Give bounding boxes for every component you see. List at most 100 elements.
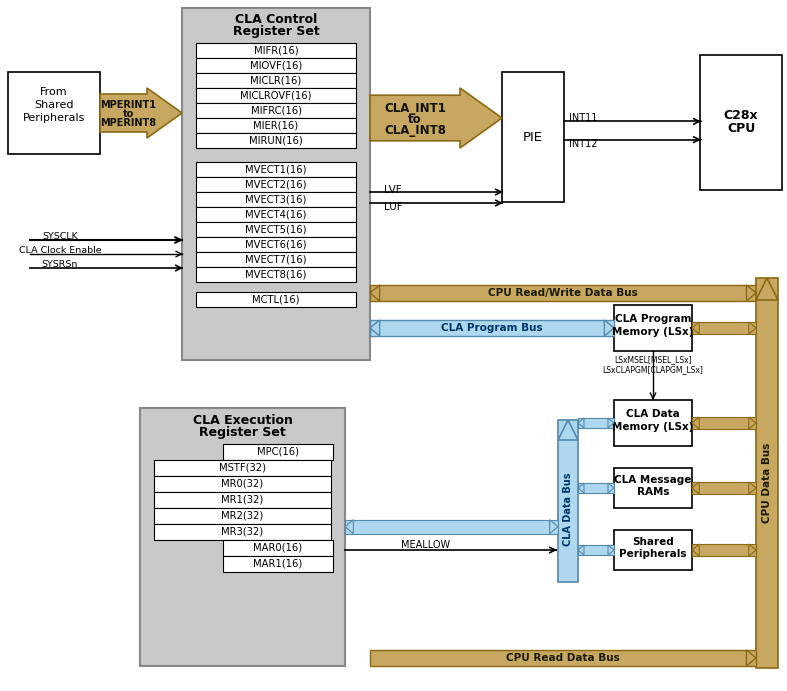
Text: MICLROVF(16): MICLROVF(16) — [240, 91, 312, 100]
Polygon shape — [345, 520, 353, 533]
Bar — [692, 482, 756, 494]
Bar — [223, 540, 333, 556]
Bar — [614, 468, 692, 508]
Bar — [578, 483, 614, 493]
Text: CPU Read Data Bus: CPU Read Data Bus — [506, 653, 620, 663]
Text: Peripherals: Peripherals — [619, 549, 687, 559]
Bar — [370, 320, 614, 336]
Text: CLA Message: CLA Message — [615, 475, 692, 485]
Polygon shape — [746, 285, 756, 301]
Text: MVECT2(16): MVECT2(16) — [246, 180, 307, 189]
Text: CLA_INT8: CLA_INT8 — [384, 124, 446, 137]
Bar — [154, 508, 331, 524]
Text: MVECT6(16): MVECT6(16) — [246, 240, 307, 249]
Bar — [614, 305, 692, 351]
Polygon shape — [748, 322, 756, 334]
Bar — [692, 544, 756, 556]
Text: CPU Data Bus: CPU Data Bus — [762, 443, 772, 523]
Polygon shape — [608, 483, 614, 493]
Text: CLA Execution: CLA Execution — [193, 413, 293, 426]
Polygon shape — [578, 418, 584, 428]
Text: LSxMSEL[MSEL_LSx]: LSxMSEL[MSEL_LSx] — [614, 355, 692, 364]
Text: Register Set: Register Set — [233, 24, 320, 37]
Bar — [154, 524, 331, 540]
Text: MPC(16): MPC(16) — [257, 447, 299, 457]
Text: CLA Data: CLA Data — [626, 409, 680, 419]
Bar — [578, 418, 614, 428]
Bar — [182, 8, 370, 360]
Text: CLA Clock Enable: CLA Clock Enable — [19, 245, 102, 254]
Bar — [196, 88, 356, 103]
Text: SYSCLK: SYSCLK — [42, 231, 78, 240]
Text: to: to — [408, 113, 422, 126]
Text: MCTL(16): MCTL(16) — [253, 294, 300, 305]
Text: From: From — [40, 87, 68, 97]
Text: MPERINT8: MPERINT8 — [101, 118, 157, 128]
Text: MPERINT1: MPERINT1 — [101, 100, 157, 110]
Bar — [196, 237, 356, 252]
Polygon shape — [748, 482, 756, 494]
Text: CPU Read/Write Data Bus: CPU Read/Write Data Bus — [488, 288, 638, 298]
Text: MVECT4(16): MVECT4(16) — [246, 209, 307, 220]
Bar — [196, 267, 356, 282]
Text: MIFR(16): MIFR(16) — [253, 46, 298, 55]
Text: CLA Control: CLA Control — [235, 12, 317, 26]
Text: MR1(32): MR1(32) — [221, 495, 264, 505]
Bar — [502, 72, 564, 202]
Text: MAR1(16): MAR1(16) — [253, 559, 303, 569]
Bar — [614, 400, 692, 446]
Text: MVECT8(16): MVECT8(16) — [246, 269, 307, 279]
Text: MIRUN(16): MIRUN(16) — [249, 135, 303, 146]
Bar — [8, 72, 100, 154]
Bar — [154, 460, 331, 476]
Text: MVECT5(16): MVECT5(16) — [246, 225, 307, 234]
Text: MIOVF(16): MIOVF(16) — [250, 61, 302, 70]
Text: MR3(32): MR3(32) — [221, 527, 264, 537]
Polygon shape — [748, 544, 756, 556]
Text: LSxCLAPGM[CLAPGM_LSx]: LSxCLAPGM[CLAPGM_LSx] — [603, 366, 704, 375]
Bar — [196, 133, 356, 148]
Bar — [370, 285, 756, 301]
Bar — [154, 476, 331, 492]
Bar — [578, 545, 614, 555]
Polygon shape — [692, 482, 699, 494]
Bar — [196, 207, 356, 222]
Text: SYSRSn: SYSRSn — [42, 260, 78, 269]
Text: MVECT7(16): MVECT7(16) — [246, 254, 307, 265]
Bar — [196, 162, 356, 177]
Text: Register Set: Register Set — [199, 426, 286, 439]
Text: CPU: CPU — [727, 122, 755, 135]
Text: MAR0(16): MAR0(16) — [253, 543, 302, 553]
Text: CLA_INT1: CLA_INT1 — [384, 102, 446, 115]
Polygon shape — [608, 418, 614, 428]
Bar — [345, 520, 558, 533]
Bar — [196, 192, 356, 207]
Text: MIFRC(16): MIFRC(16) — [250, 106, 301, 115]
Text: MR0(32): MR0(32) — [221, 479, 264, 489]
Text: Shared: Shared — [35, 100, 74, 110]
Bar — [196, 103, 356, 118]
Text: RAMs: RAMs — [637, 487, 669, 497]
Polygon shape — [692, 322, 699, 334]
Bar — [140, 408, 345, 666]
Text: LUF: LUF — [384, 202, 403, 212]
Text: MSTF(32): MSTF(32) — [219, 463, 266, 473]
Text: INT12: INT12 — [569, 139, 597, 149]
Polygon shape — [370, 285, 379, 301]
Bar — [196, 292, 356, 307]
Text: PIE: PIE — [523, 131, 543, 144]
Bar — [196, 43, 356, 58]
Text: INT11: INT11 — [569, 113, 597, 124]
Polygon shape — [604, 320, 614, 336]
Polygon shape — [608, 545, 614, 555]
Text: Memory (LSx): Memory (LSx) — [612, 327, 694, 337]
Polygon shape — [748, 417, 756, 429]
Text: Memory (LSx): Memory (LSx) — [612, 422, 694, 432]
Bar — [223, 444, 333, 460]
Text: MVECT3(16): MVECT3(16) — [246, 194, 307, 205]
Polygon shape — [558, 420, 578, 440]
Bar — [756, 278, 778, 668]
Polygon shape — [692, 544, 699, 556]
Polygon shape — [578, 545, 584, 555]
Text: LVF: LVF — [384, 185, 401, 195]
